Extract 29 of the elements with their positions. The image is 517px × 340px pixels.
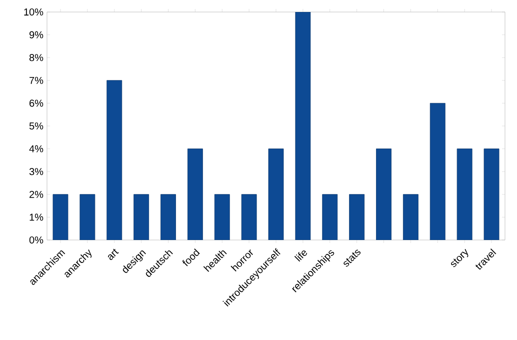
bar xyxy=(349,194,365,240)
y-tick-label: 6% xyxy=(30,100,44,107)
y-tick-label: 3% xyxy=(29,168,44,176)
y-tick-label: 0% xyxy=(29,236,44,244)
bar xyxy=(295,12,311,240)
y-tick-label: 5% xyxy=(29,122,44,130)
y-tick-label: 8% xyxy=(29,54,44,62)
x-tick-label: art xyxy=(108,248,119,260)
y-tick-label: 9% xyxy=(29,31,44,38)
bar xyxy=(241,194,257,240)
bar xyxy=(376,148,392,240)
bar xyxy=(106,80,122,240)
bar xyxy=(484,148,500,240)
y-tick-label: 4% xyxy=(29,145,44,152)
bar xyxy=(456,148,472,240)
bar xyxy=(430,102,446,240)
bar xyxy=(187,148,203,240)
bar xyxy=(214,194,230,240)
bar xyxy=(134,194,149,240)
y-tick-label: 7% xyxy=(30,76,44,84)
y-tick-label: 1% xyxy=(30,214,44,221)
bar xyxy=(322,194,338,240)
bar xyxy=(80,194,96,240)
y-tick-label: 2% xyxy=(30,190,44,198)
bar xyxy=(160,194,176,240)
bar xyxy=(52,194,68,240)
bar xyxy=(403,194,418,240)
y-tick-label: 10% xyxy=(24,8,44,16)
bar xyxy=(268,148,284,240)
